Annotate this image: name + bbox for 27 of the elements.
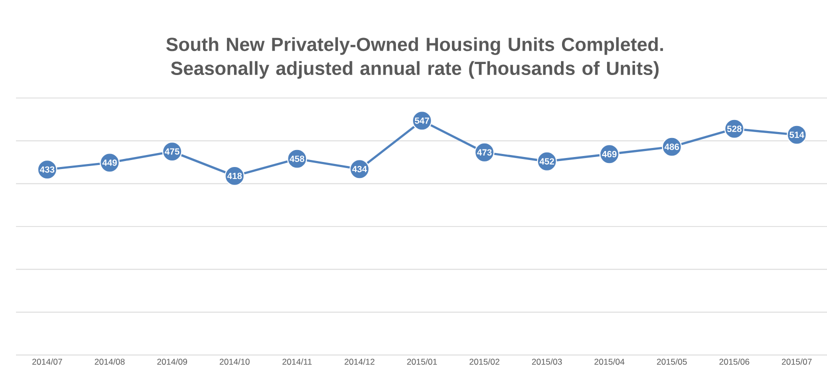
x-tick-label: 2015/04 <box>594 358 624 365</box>
x-tick-label: 2015/02 <box>470 358 500 365</box>
x-tick-label: 2015/01 <box>407 358 437 365</box>
data-label: 452 <box>540 158 554 165</box>
data-label: 528 <box>727 126 742 132</box>
x-tick-label: 2015/07 <box>782 358 812 365</box>
x-tick-label: 2014/07 <box>32 358 62 365</box>
data-label: 475 <box>164 148 180 155</box>
data-label: 458 <box>290 156 304 162</box>
x-tick-label: 2015/03 <box>532 358 562 365</box>
x-tick-label: 2015/05 <box>656 358 687 365</box>
x-tick-label: 2014/09 <box>157 358 188 365</box>
data-label: 449 <box>102 160 117 166</box>
x-tick-label: 2014/11 <box>282 358 312 365</box>
data-label: 486 <box>664 144 679 150</box>
data-label: 547 <box>414 118 430 124</box>
data-label: 469 <box>602 150 617 158</box>
chart-title: South New Privately-Owned Housing Units Completed. Seasonally adjusted annual rate (Thousands of Units) <box>166 37 663 79</box>
x-tick-label: 2015/06 <box>719 358 750 365</box>
data-label: 418 <box>227 172 242 180</box>
x-tick-label: 2014/08 <box>94 358 125 365</box>
x-tick-label: 2014/10 <box>220 358 250 365</box>
data-label: 473 <box>477 149 492 156</box>
data-label: 434 <box>352 166 367 172</box>
data-label: 433 <box>40 166 54 173</box>
x-tick-label: 2014/12 <box>344 358 374 365</box>
data-label: 514 <box>790 132 804 138</box>
